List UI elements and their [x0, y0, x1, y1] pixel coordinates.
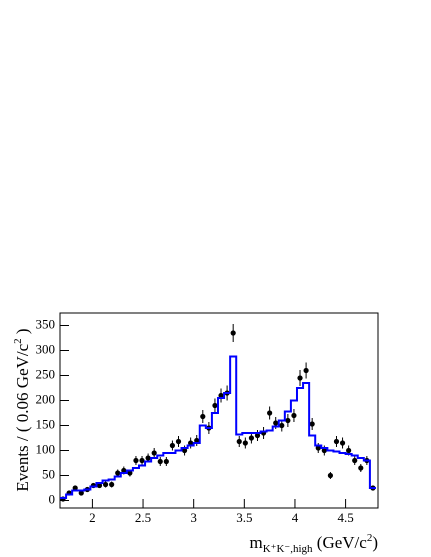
data-point [279, 422, 285, 429]
data-point [72, 485, 78, 491]
y-label-sup: 2 [12, 338, 24, 344]
y-tick-label: 350 [36, 316, 56, 331]
data-point [236, 438, 242, 445]
data-point [151, 450, 157, 456]
data-point [102, 481, 109, 488]
x-axis-label: mK⁺K⁻,high (GeV/c2) [250, 532, 379, 555]
x-label-main: m [250, 533, 263, 552]
x-label-end: ) [372, 533, 378, 552]
data-point [339, 440, 346, 446]
data-point [248, 435, 255, 441]
y-tick-label: 150 [36, 416, 56, 431]
data-point [109, 481, 115, 488]
data-point [121, 467, 127, 474]
data-point [267, 410, 273, 416]
y-tick-label: 50 [42, 466, 55, 481]
x-label-unit: (GeV/c [313, 533, 368, 552]
data-point [315, 445, 321, 451]
data-point [346, 447, 352, 454]
data-point [96, 482, 103, 489]
x-tick-label: 4.5 [337, 510, 353, 525]
data-point [309, 421, 315, 427]
data-point [157, 458, 163, 465]
data-point [200, 413, 206, 420]
data-point [188, 440, 194, 446]
data-point [358, 465, 364, 471]
x-tick-label: 2.5 [135, 510, 151, 525]
data-point [212, 402, 218, 409]
y-tick-label: 200 [36, 391, 56, 406]
x-tick-label: 3.5 [236, 510, 252, 525]
data-point [230, 330, 236, 336]
data-point [254, 432, 261, 439]
data-point [273, 420, 279, 426]
data-point [194, 437, 200, 444]
x-tick-label: 4 [292, 510, 299, 525]
y-tick-label: 100 [36, 441, 56, 456]
y-label-end: ) [13, 328, 32, 338]
y-tick-label: 300 [36, 341, 56, 356]
data-point [133, 457, 139, 464]
data-point [285, 417, 291, 424]
data-point [139, 457, 145, 464]
x-label-sub: K⁺K⁻,high [263, 543, 313, 555]
x-label-sup: 2 [367, 532, 373, 544]
data-point [321, 447, 327, 454]
data-point [327, 472, 334, 479]
y-axis-label: Events / ( 0.06 GeV/c2 ) [12, 328, 32, 491]
data-point [181, 447, 188, 454]
data-point [115, 470, 121, 476]
data-point [78, 490, 84, 496]
data-point [218, 392, 224, 399]
data-point [127, 470, 133, 476]
y-tick-label: 250 [36, 366, 56, 381]
data-point [297, 375, 303, 381]
x-tick-label: 2 [89, 510, 96, 525]
plot-frame [59, 312, 379, 509]
data-point [163, 458, 169, 465]
fit-curve [60, 355, 376, 499]
data-point [333, 438, 340, 445]
data-point [303, 367, 309, 374]
data-point [169, 442, 176, 449]
data-point [175, 438, 182, 445]
y-tick-label: 0 [49, 491, 56, 506]
data-point [145, 455, 151, 461]
y-label-main: Events / ( 0.06 GeV/c [13, 343, 32, 491]
x-tick-label: 3 [190, 510, 197, 525]
data-point [352, 457, 358, 464]
data-point [291, 412, 297, 419]
data-point [242, 440, 248, 446]
